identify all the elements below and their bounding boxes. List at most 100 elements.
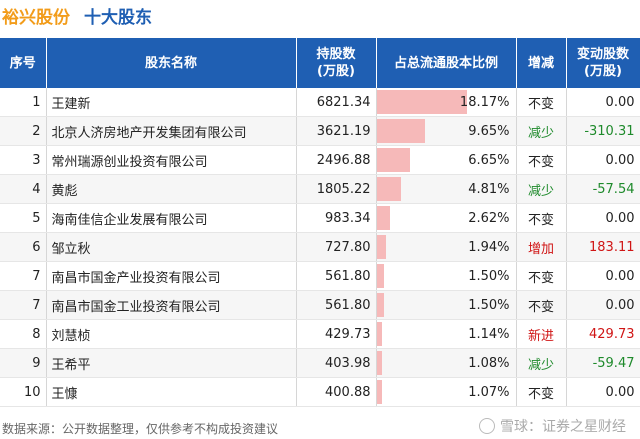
company-name: 裕兴股份 [2,7,70,28]
shares-held: 561.80 [296,290,377,320]
table-row: 9 王希平 403.98 1.08% 减少 -59.47 [0,348,640,378]
ratio-bar [376,148,410,172]
column-header-rank: 序号 [0,38,47,88]
ratio-cell: 1.08% [376,348,517,378]
rank-cell: 9 [0,348,47,378]
ratio-bar [376,293,384,317]
ratio-cell: 1.94% [376,232,517,262]
ratio-cell: 1.50% [376,261,517,291]
status-label: 不变 [527,270,554,286]
shares-held: 561.80 [296,261,377,291]
ratio-cell: 1.50% [376,290,517,320]
status-label: 不变 [527,212,554,228]
shares-held: 6821.34 [296,88,377,117]
table-row: 6 邹立秋 727.80 1.94% 增加 183.11 [0,232,640,262]
watermark-text: 雪球：证券之星财经 [500,419,626,435]
ratio-cell: 2.62% [376,203,517,233]
change-amount: -57.54 [566,174,640,204]
change-value: 0.00 [605,297,635,313]
status-label: 减少 [527,357,554,373]
shareholder-name: 黄彪 [46,174,297,204]
rank-cell: 5 [0,203,47,233]
shares-held: 2496.88 [296,145,377,175]
column-header-name: 股东名称 [46,38,297,88]
shareholder-name: 南昌市国金工业投资有限公司 [46,290,297,320]
rank-cell: 4 [0,174,47,204]
change-status: 增加 [516,232,567,262]
ratio-cell: 9.65% [376,116,517,146]
ratio-bar [376,351,382,375]
change-value: 0.00 [605,268,635,284]
status-label: 不变 [527,299,554,315]
snowball-logo-icon [479,418,495,434]
change-value: -59.47 [592,355,635,371]
watermark: 雪球：证券之星财经 [479,416,626,436]
ratio-value: 6.65% [468,152,510,168]
page-title: 十大股东 [84,7,152,28]
shareholder-name: 王希平 [46,348,297,378]
rank-cell: 6 [0,232,47,262]
ratio-bar [376,90,468,114]
table-row: 2 北京人济房地产开发集团有限公司 3621.19 9.65% 减少 -310.31 [0,116,640,146]
ratio-cell: 1.14% [376,319,517,349]
change-status: 不变 [516,377,567,407]
ratio-value: 18.17% [459,94,510,110]
table-row: 1 王建新 6821.34 18.17% 不变 0.00 [0,88,640,117]
change-amount: -59.47 [566,348,640,378]
rank-cell: 7 [0,290,47,320]
ratio-value: 4.81% [468,181,510,197]
ratio-bar [376,119,425,143]
shares-held: 1805.22 [296,174,377,204]
change-status: 不变 [516,145,567,175]
change-value: 183.11 [589,239,635,255]
shares-held: 400.88 [296,377,377,407]
ratio-cell: 1.07% [376,377,517,407]
ratio-bar [376,322,383,346]
change-value: 0.00 [605,384,635,400]
change-status: 减少 [516,174,567,204]
shareholder-name: 王建新 [46,88,297,117]
rank-cell: 2 [0,116,47,146]
change-amount: 183.11 [566,232,640,262]
rank-cell: 10 [0,377,47,407]
ratio-value: 1.94% [468,239,510,255]
change-amount: 0.00 [566,88,640,117]
table-row: 10 王慷 400.88 1.07% 不变 0.00 [0,377,640,407]
table-body: 1 王建新 6821.34 18.17% 不变 0.00 2 北京人济房地产开发集团有限公司 3… [0,88,640,407]
shares-held: 429.73 [296,319,377,349]
column-header-change: 变动股数 (万股) [566,38,640,88]
shares-held: 727.80 [296,232,377,262]
shares-held: 3621.19 [296,116,377,146]
change-status: 减少 [516,348,567,378]
ratio-value: 9.65% [468,123,510,139]
change-value: 0.00 [605,210,635,226]
table-row: 5 海南佳信企业发展有限公司 983.34 2.62% 不变 0.00 [0,203,640,233]
ratio-bar [376,264,384,288]
ratio-bar [376,177,401,201]
shareholder-name: 北京人济房地产开发集团有限公司 [46,116,297,146]
change-amount: 0.00 [566,377,640,407]
change-value: 0.00 [605,94,635,110]
table-header-row: 序号 股东名称 持股数 (万股) 占总流通股本比例 增减 变动股数 (万股) [0,38,640,88]
change-amount: 0.00 [566,261,640,291]
column-header-shares: 持股数 (万股) [296,38,377,88]
shares-held: 983.34 [296,203,377,233]
ratio-bar [376,235,387,259]
status-label: 不变 [527,96,554,112]
change-status: 不变 [516,203,567,233]
change-amount: 0.00 [566,290,640,320]
change-status: 不变 [516,261,567,291]
rank-cell: 1 [0,88,47,117]
change-value: -57.54 [592,181,635,197]
shareholder-name: 刘慧桢 [46,319,297,349]
change-amount: 0.00 [566,203,640,233]
status-label: 不变 [527,154,554,170]
change-value: -310.31 [584,123,635,139]
status-label: 减少 [527,125,554,141]
table-row: 8 刘慧桢 429.73 1.14% 新进 429.73 [0,319,640,349]
ratio-cell: 6.65% [376,145,517,175]
change-status: 不变 [516,88,567,117]
table-row: 7 南昌市国金产业投资有限公司 561.80 1.50% 不变 0.00 [0,261,640,291]
change-value: 429.73 [589,326,635,342]
status-label: 不变 [527,386,554,402]
